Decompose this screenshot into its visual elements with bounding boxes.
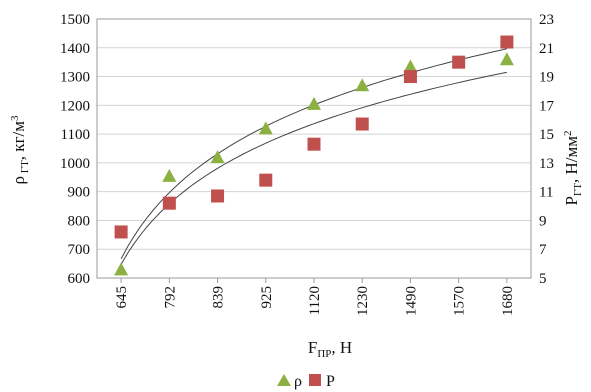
legend-marker-rho <box>277 374 291 386</box>
rho-point <box>210 150 225 164</box>
rho-point <box>403 59 418 73</box>
left-tick-label: 700 <box>68 242 91 258</box>
rho-point <box>162 168 177 182</box>
left-tick-label: 800 <box>68 213 91 229</box>
right-tick-label: 19 <box>539 70 554 86</box>
x-axis-title: FПР, Н <box>308 338 352 360</box>
data-marks <box>114 35 514 276</box>
right-tick-label: 23 <box>539 12 554 28</box>
trend-lines <box>120 48 508 265</box>
rho-point <box>355 78 370 92</box>
x-tick-label: 839 <box>211 286 227 309</box>
right-tick-label: 11 <box>539 185 553 201</box>
p-point <box>162 196 176 210</box>
p-point <box>452 55 466 69</box>
legend-label-p: P <box>326 373 335 390</box>
y-axis-left-title: ρ ГТ, кг/м3 <box>9 115 31 185</box>
x-axis-ticks: 645 792 839 925 1120 1230 1490 1570 1680 <box>114 278 516 316</box>
x-tick-label: 1120 <box>307 286 323 315</box>
left-tick-label: 1400 <box>60 41 90 57</box>
y-axis-right-title: PГТ, Н/мм2 <box>562 130 584 205</box>
rho-point <box>258 121 273 135</box>
right-tick-label: 21 <box>539 41 554 57</box>
legend-label-rho: ρ <box>294 373 302 390</box>
x-tick-label: 1230 <box>355 286 371 316</box>
right-tick-label: 17 <box>539 98 555 114</box>
right-tick-label: 15 <box>539 127 554 143</box>
x-tick-label: 645 <box>114 286 130 309</box>
trend-line-p <box>120 71 507 265</box>
x-tick-label: 1570 <box>452 286 468 316</box>
left-tick-label: 600 <box>68 271 91 287</box>
p-point <box>259 173 273 187</box>
left-tick-label: 1500 <box>60 12 90 28</box>
legend: ρ P <box>277 373 335 390</box>
right-axis-ticks: 5 7 9 11 13 15 17 19 21 23 <box>539 12 555 287</box>
right-tick-label: 5 <box>539 271 547 287</box>
left-tick-label: 1200 <box>60 98 90 114</box>
left-axis-ticks: 600 700 800 900 1000 1100 1200 1300 1400 1500 <box>60 12 90 287</box>
p-point <box>355 117 369 131</box>
p-point <box>403 70 417 84</box>
left-tick-label: 1000 <box>60 156 90 172</box>
p-point <box>211 189 225 203</box>
x-tick-label: 1680 <box>500 286 516 316</box>
x-tick-label: 792 <box>162 286 178 309</box>
left-tick-label: 1100 <box>61 127 90 143</box>
x-tick-label: 1490 <box>403 286 419 316</box>
p-point <box>114 225 128 239</box>
rho-point <box>307 96 321 110</box>
right-tick-label: 7 <box>539 242 547 258</box>
right-tick-label: 13 <box>539 156 554 172</box>
x-tick-label: 925 <box>259 286 275 309</box>
p-point <box>500 35 514 49</box>
legend-marker-p <box>309 374 321 386</box>
trend-line-rho <box>120 48 508 260</box>
left-tick-label: 1300 <box>60 70 90 86</box>
rho-point <box>499 52 514 66</box>
p-point <box>307 137 321 151</box>
right-tick-label: 9 <box>539 213 547 229</box>
rho-point <box>114 262 129 276</box>
left-tick-label: 900 <box>68 185 91 201</box>
